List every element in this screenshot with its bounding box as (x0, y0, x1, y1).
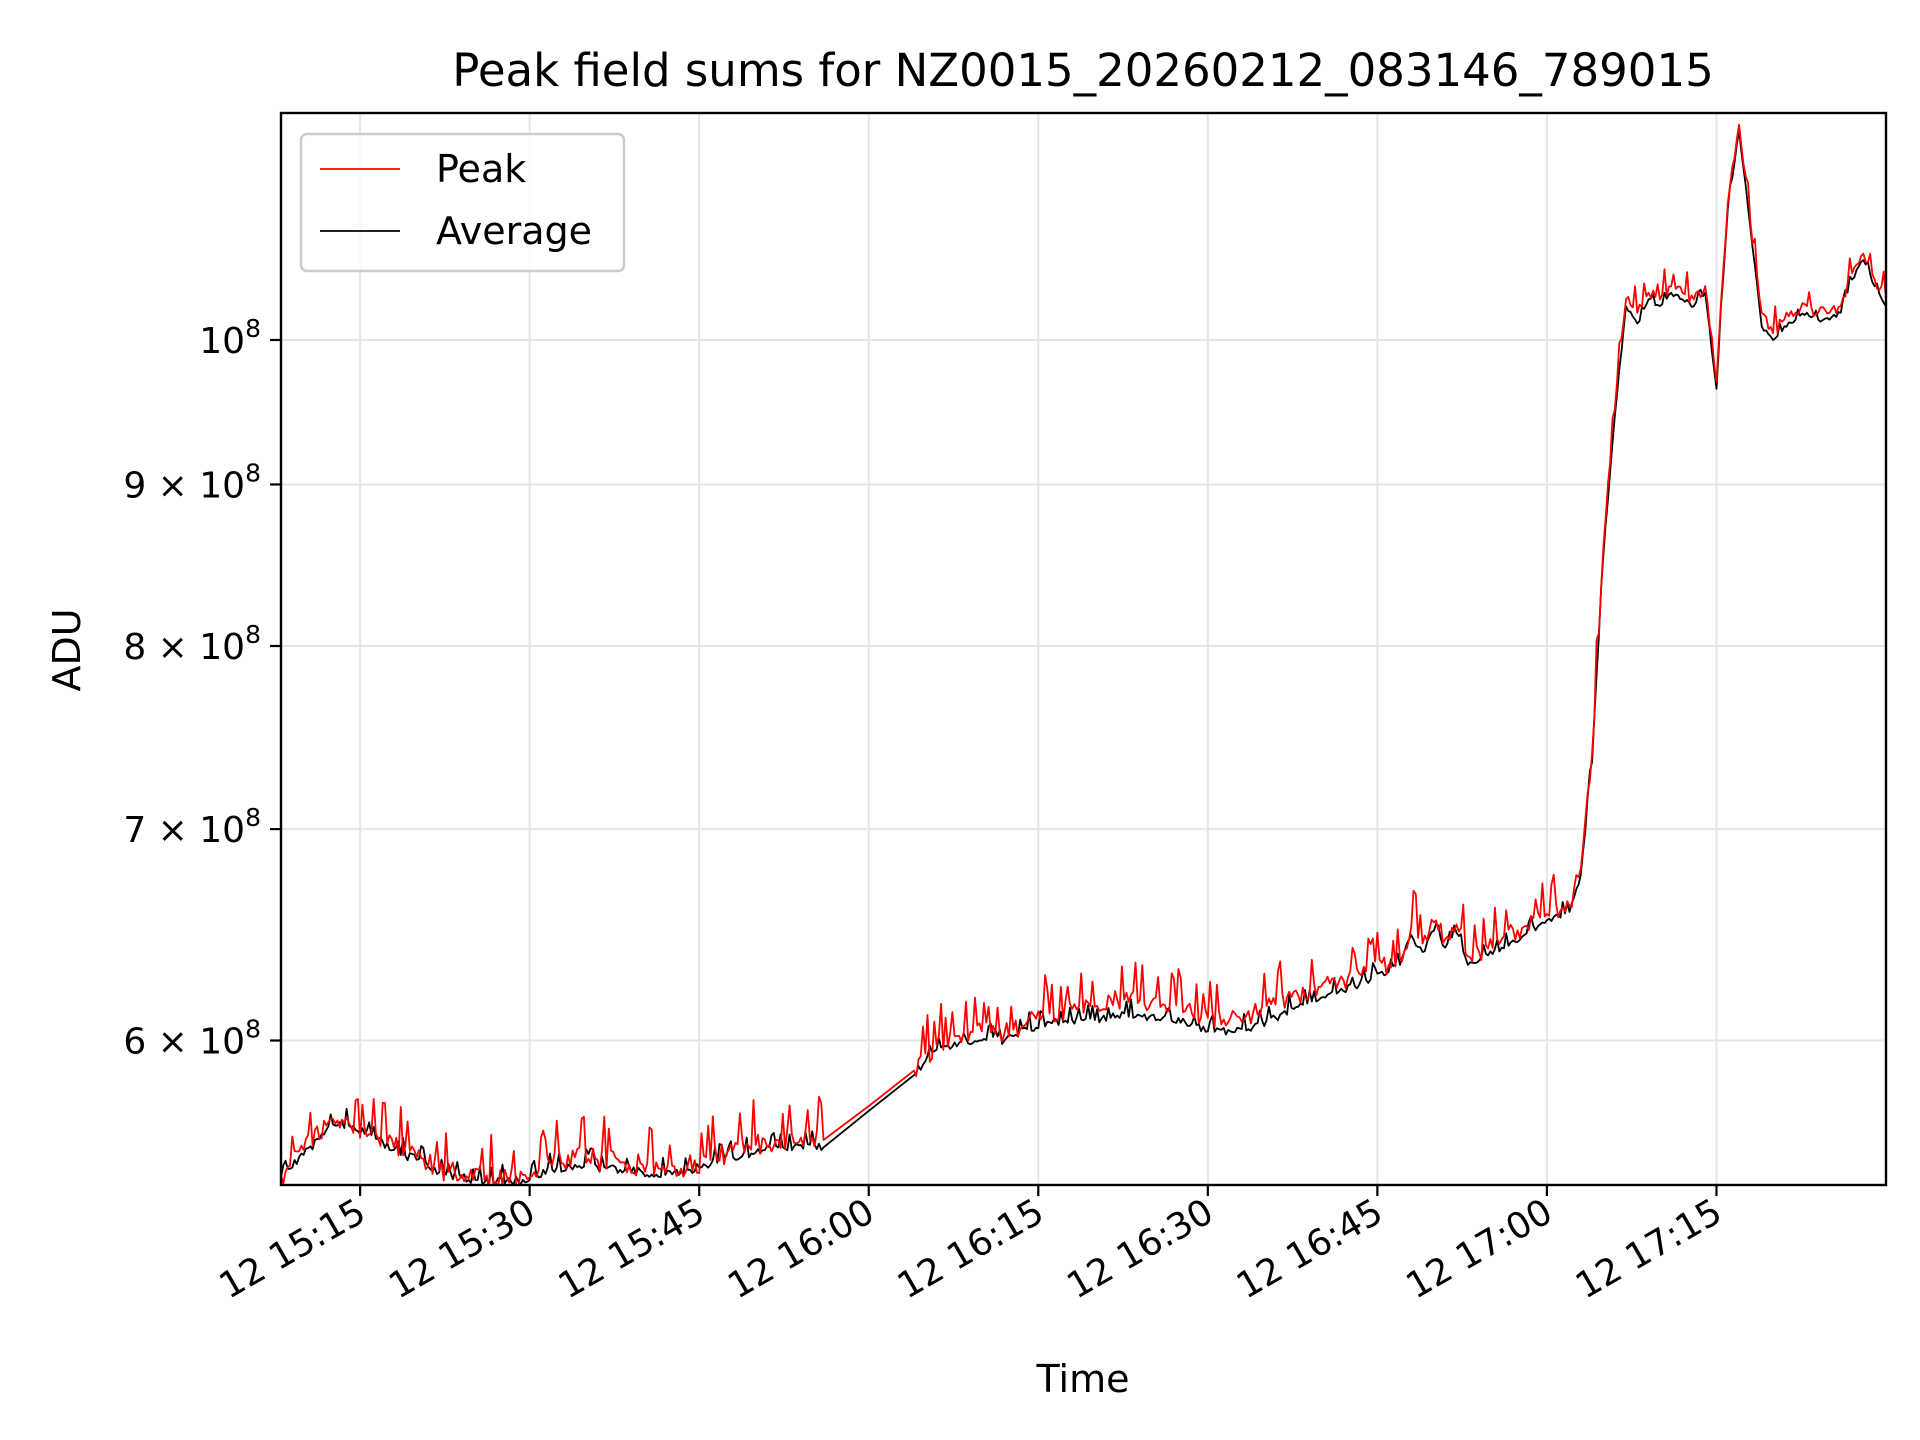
legend: Peak Average (299, 132, 626, 273)
y-axis: 6 × 108 7 × 108 8 × 108 9 × 108 108 (123, 314, 281, 1063)
y-axis-label: ADU (45, 608, 89, 691)
y-tick-label: 108 (199, 314, 261, 362)
y-tick-label: 7 × 108 (123, 803, 261, 851)
y-tick-label: 6 × 108 (123, 1015, 261, 1063)
series-line-average (281, 129, 1886, 1185)
chart-title: Peak field sums for NZ0015_20260212_0831… (452, 44, 1713, 97)
plot-frame (279, 111, 1888, 1187)
series-line-peak (281, 123, 1886, 1185)
grid (281, 113, 1886, 1185)
y-tick-label: 9 × 108 (123, 458, 261, 506)
legend-label-peak: Peak (436, 147, 526, 191)
y-tick-label: 8 × 108 (123, 620, 261, 668)
x-axis-label: Time (1036, 1357, 1130, 1401)
legend-label-average: Average (436, 209, 592, 253)
plot-area (281, 123, 1886, 1185)
